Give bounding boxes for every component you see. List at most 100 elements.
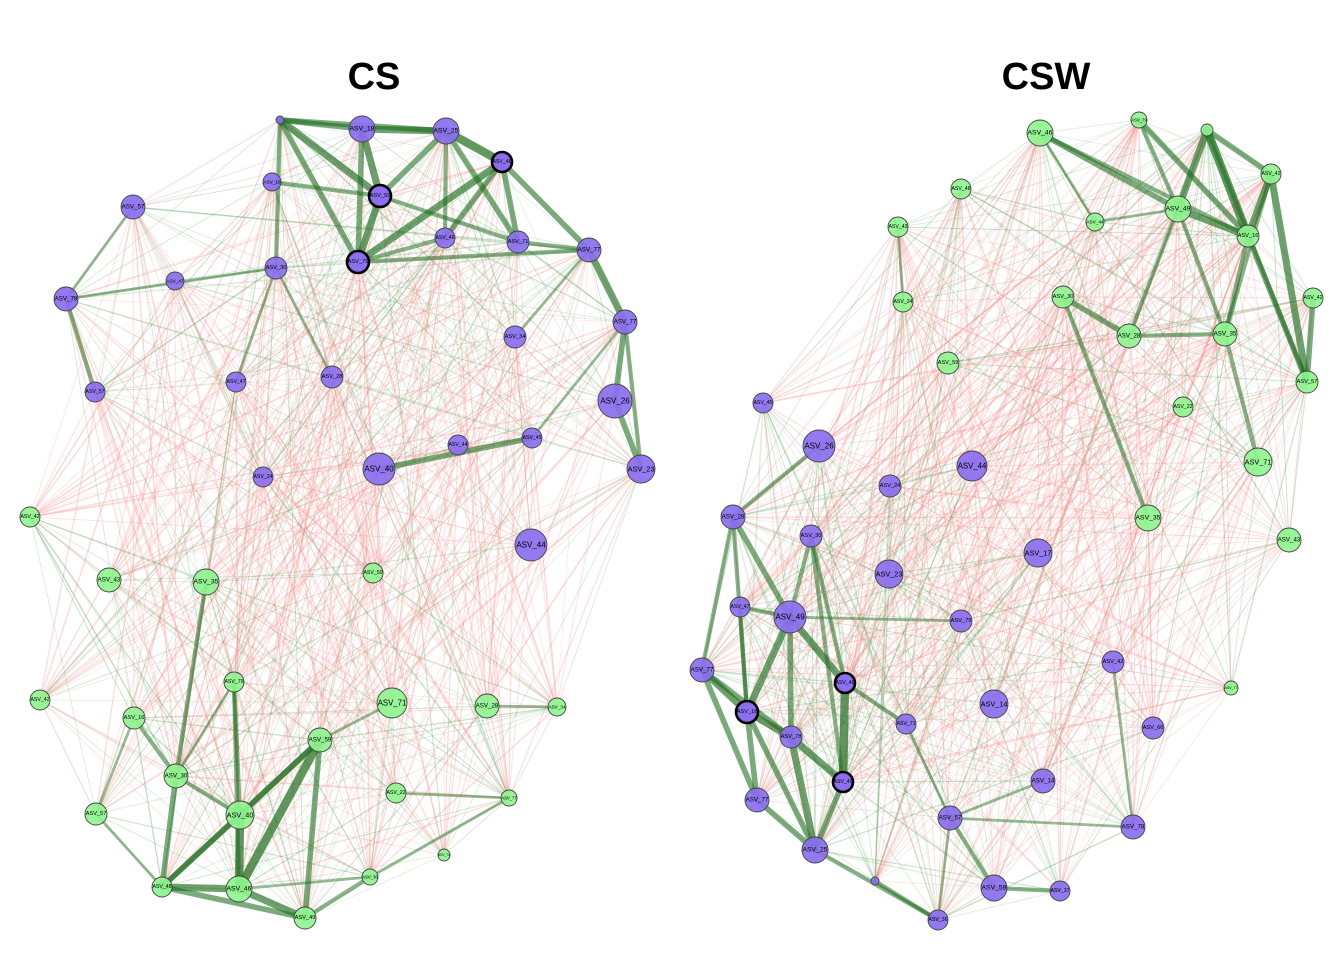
node-circle — [163, 763, 189, 789]
weak-edge — [1182, 406, 1232, 689]
node-circle — [1164, 195, 1192, 223]
weak-edge — [369, 130, 447, 878]
weak-edge — [486, 241, 519, 707]
node-circle — [432, 117, 460, 145]
network-node: ASV_77 — [1223, 680, 1239, 696]
node-label: ASV_77 — [578, 247, 601, 254]
weak-edge — [174, 130, 447, 282]
network-node: ASV_71 — [895, 713, 917, 735]
node-label: ASV_35 — [1136, 515, 1161, 522]
weak-edge — [902, 301, 1039, 554]
weak-edge — [514, 241, 519, 338]
weak-edge — [94, 267, 277, 393]
weak-edge — [379, 161, 503, 197]
weak-edge — [132, 206, 488, 707]
weak-edge — [443, 444, 459, 856]
weak-edge — [29, 391, 96, 518]
weak-edge — [937, 539, 1290, 921]
weak-edge — [205, 581, 445, 856]
weak-edge — [275, 267, 488, 707]
node-circle — [474, 693, 500, 719]
weak-edge — [902, 301, 1290, 541]
weak-edge — [905, 620, 962, 725]
weak-edge — [905, 723, 939, 921]
weak-edge — [443, 161, 503, 856]
strong-positive-edge — [355, 126, 365, 265]
weak-edge — [937, 890, 1061, 921]
weak-edge — [132, 206, 397, 794]
node-label: ASV_35 — [1214, 331, 1237, 338]
weak-edge — [271, 181, 590, 251]
weak-edge — [94, 391, 393, 704]
weak-edge — [304, 702, 393, 919]
strong-positive-edge — [1060, 294, 1151, 521]
weak-edge — [993, 119, 1140, 889]
weak-edge — [1042, 333, 1226, 782]
weak-edge — [205, 581, 393, 704]
weak-edge — [331, 376, 374, 574]
node-label: ASV_45 — [522, 435, 541, 441]
weak-edge — [762, 132, 1041, 404]
weak-edge — [814, 296, 1064, 851]
node-circle — [122, 706, 146, 730]
weak-edge — [1037, 539, 1290, 554]
weak-edge — [810, 485, 891, 537]
weak-edge — [746, 296, 1064, 713]
weak-edge — [810, 535, 907, 725]
weak-edge — [94, 376, 333, 393]
weak-edge — [233, 119, 281, 683]
weak-edge — [739, 445, 820, 608]
weak-edge — [762, 402, 907, 725]
node-label: ASV_34 — [505, 334, 526, 340]
weak-edge — [937, 620, 962, 921]
strong-positive-edge — [302, 737, 323, 921]
weak-edge — [897, 226, 904, 303]
weak-edge — [790, 445, 820, 738]
weak-edge — [789, 616, 1061, 892]
weak-edge — [29, 195, 381, 518]
strong-positive-edge — [94, 812, 164, 889]
weak-edge — [29, 516, 240, 890]
strong-positive-edge — [174, 680, 236, 778]
weak-edge — [378, 321, 626, 470]
weak-edge — [108, 579, 321, 741]
weak-edge — [1138, 119, 1154, 729]
strong-positive-edge — [787, 733, 819, 854]
strong-positive-edge — [377, 128, 449, 199]
node-circle — [1212, 321, 1238, 347]
weak-edge — [902, 132, 1041, 303]
weak-edge — [271, 181, 510, 799]
network-node: ASV_47 — [729, 596, 751, 618]
node-label: ASV_30 — [165, 773, 188, 780]
weak-edge — [947, 119, 1140, 364]
strong-positive-edge — [355, 235, 448, 265]
weak-edge — [993, 381, 1308, 705]
weak-edge — [789, 485, 891, 618]
weak-edge — [905, 552, 1039, 725]
weak-edge — [1147, 517, 1154, 729]
weak-edge — [233, 468, 380, 683]
weak-edge — [65, 298, 445, 856]
weak-edge — [457, 444, 558, 708]
strong-positive-edge — [355, 247, 592, 265]
node-label: ASV_23 — [876, 570, 903, 579]
weak-edge — [842, 296, 1064, 783]
weak-edge — [304, 705, 488, 919]
weak-edge — [588, 249, 642, 470]
weak-edge — [897, 226, 1149, 519]
weak-edge — [205, 581, 510, 799]
node-circle — [84, 802, 108, 826]
weak-edge — [457, 249, 590, 446]
weak-edge — [233, 128, 363, 683]
weak-edge — [889, 235, 1249, 487]
weak-edge — [108, 579, 397, 794]
strong-positive-edge — [273, 117, 283, 271]
node-label: ASV_40 — [833, 779, 852, 785]
weak-edge — [993, 173, 1272, 705]
weak-edge — [369, 237, 446, 878]
weak-edge — [960, 188, 1154, 729]
weak-edge — [960, 620, 1061, 892]
weak-edge — [1042, 780, 1134, 828]
weak-edge — [937, 235, 1249, 921]
weak-edge — [319, 237, 446, 741]
